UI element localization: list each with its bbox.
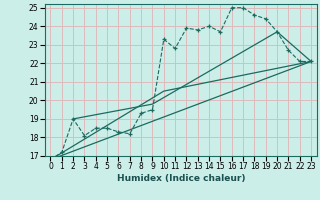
X-axis label: Humidex (Indice chaleur): Humidex (Indice chaleur)	[116, 174, 245, 183]
